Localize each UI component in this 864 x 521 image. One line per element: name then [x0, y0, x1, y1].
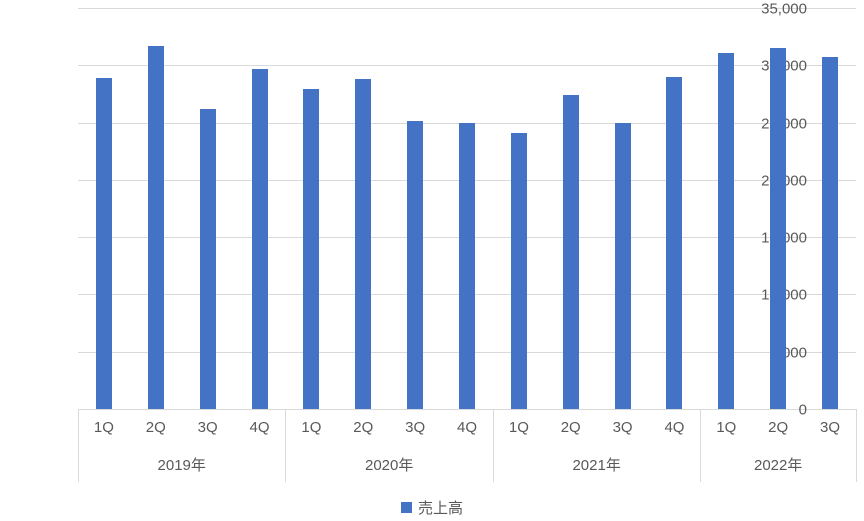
- quarter-tick-label: 1Q: [301, 419, 322, 436]
- y-tick-label: 20,000: [0, 172, 807, 189]
- quarter-tick-label: 4Q: [456, 419, 478, 436]
- bar: [407, 121, 424, 409]
- year-group-separator: [492, 409, 494, 482]
- bar: [147, 45, 164, 409]
- y-tick-label: 15,000: [0, 230, 807, 247]
- year-group-separator: [856, 409, 857, 482]
- year-group-separator: [285, 409, 287, 482]
- quarter-tick-label: 1Q: [508, 419, 529, 436]
- legend-swatch-icon: [400, 502, 412, 513]
- bar: [666, 76, 683, 409]
- year-group-separator: [700, 409, 702, 482]
- gridline: [78, 8, 856, 9]
- bar: [614, 122, 631, 409]
- x-axis-line: [78, 409, 856, 410]
- bar: [822, 57, 839, 409]
- bar: [199, 108, 216, 409]
- y-tick-label: 5,000: [769, 344, 807, 362]
- year-tick-label: 2020年: [365, 457, 414, 474]
- quarter-tick-label: 1Q: [93, 419, 114, 436]
- year-tick-label: 2019年: [157, 457, 206, 474]
- gridline: [78, 65, 856, 67]
- quarter-tick-label: 3Q: [197, 419, 218, 436]
- y-tick-label: 25,000: [0, 115, 807, 132]
- y-tick-label: 35,000: [761, 0, 807, 18]
- quarter-tick-label: 2Q: [768, 419, 789, 436]
- quarter-tick-label: 3Q: [612, 419, 633, 436]
- quarter-tick-label: 3Q: [405, 419, 426, 436]
- quarter-tick-label: 4Q: [249, 419, 270, 436]
- y-tick-label: 0: [798, 401, 807, 419]
- legend-label: 売上高: [417, 500, 463, 517]
- quarter-tick-label: 4Q: [664, 419, 685, 436]
- bar: [251, 68, 268, 409]
- bar: [770, 48, 787, 409]
- bar: [95, 77, 112, 409]
- year-tick-label: 2021年: [572, 457, 621, 474]
- bar: [510, 132, 527, 409]
- quarter-tick-label: 2Q: [145, 419, 166, 436]
- legend: 売上高: [0, 497, 864, 518]
- y-tick-label: 30,000: [0, 58, 807, 75]
- bar: [562, 95, 579, 409]
- bar: [718, 52, 735, 409]
- y-tick-label: 10,000: [0, 287, 807, 304]
- quarter-tick-label: 1Q: [716, 419, 737, 436]
- bar: [303, 89, 320, 409]
- quarter-tick-label: 2Q: [353, 419, 374, 436]
- quarter-tick-label: 3Q: [820, 419, 841, 436]
- quarter-tick-label: 2Q: [560, 419, 581, 436]
- year-group-separator: [78, 409, 79, 482]
- bar: [355, 79, 372, 409]
- year-tick-label: 2022年: [754, 457, 803, 474]
- bar: [459, 122, 475, 409]
